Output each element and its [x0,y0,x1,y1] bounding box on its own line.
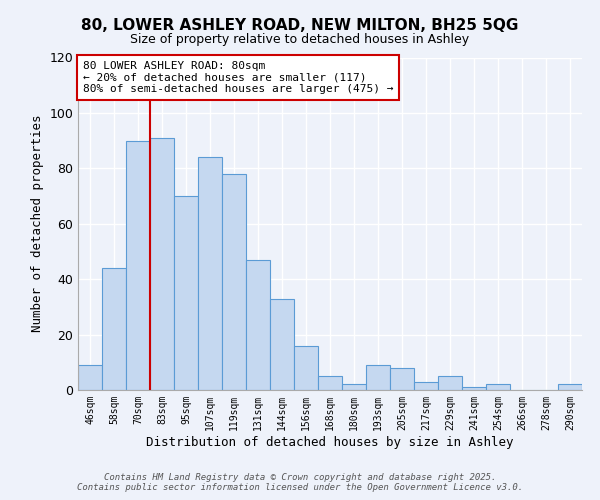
Bar [486,384,510,390]
Y-axis label: Number of detached properties: Number of detached properties [31,115,44,332]
Bar [318,376,342,390]
Text: 80, LOWER ASHLEY ROAD, NEW MILTON, BH25 5QG: 80, LOWER ASHLEY ROAD, NEW MILTON, BH25 … [82,18,518,32]
Bar [174,196,198,390]
Bar [246,260,270,390]
Bar [438,376,462,390]
Bar [342,384,366,390]
Bar [366,365,390,390]
Bar [150,138,174,390]
Bar [198,157,222,390]
Bar [462,387,486,390]
Text: Size of property relative to detached houses in Ashley: Size of property relative to detached ho… [130,32,470,46]
Bar [78,365,102,390]
Bar [558,384,582,390]
Bar [102,268,126,390]
Bar [126,140,150,390]
Bar [222,174,246,390]
Text: 80 LOWER ASHLEY ROAD: 80sqm
← 20% of detached houses are smaller (117)
80% of se: 80 LOWER ASHLEY ROAD: 80sqm ← 20% of det… [83,61,394,94]
X-axis label: Distribution of detached houses by size in Ashley: Distribution of detached houses by size … [146,436,514,448]
Text: Contains HM Land Registry data © Crown copyright and database right 2025.
Contai: Contains HM Land Registry data © Crown c… [77,473,523,492]
Bar [270,298,294,390]
Bar [294,346,318,390]
Bar [390,368,414,390]
Bar [414,382,438,390]
